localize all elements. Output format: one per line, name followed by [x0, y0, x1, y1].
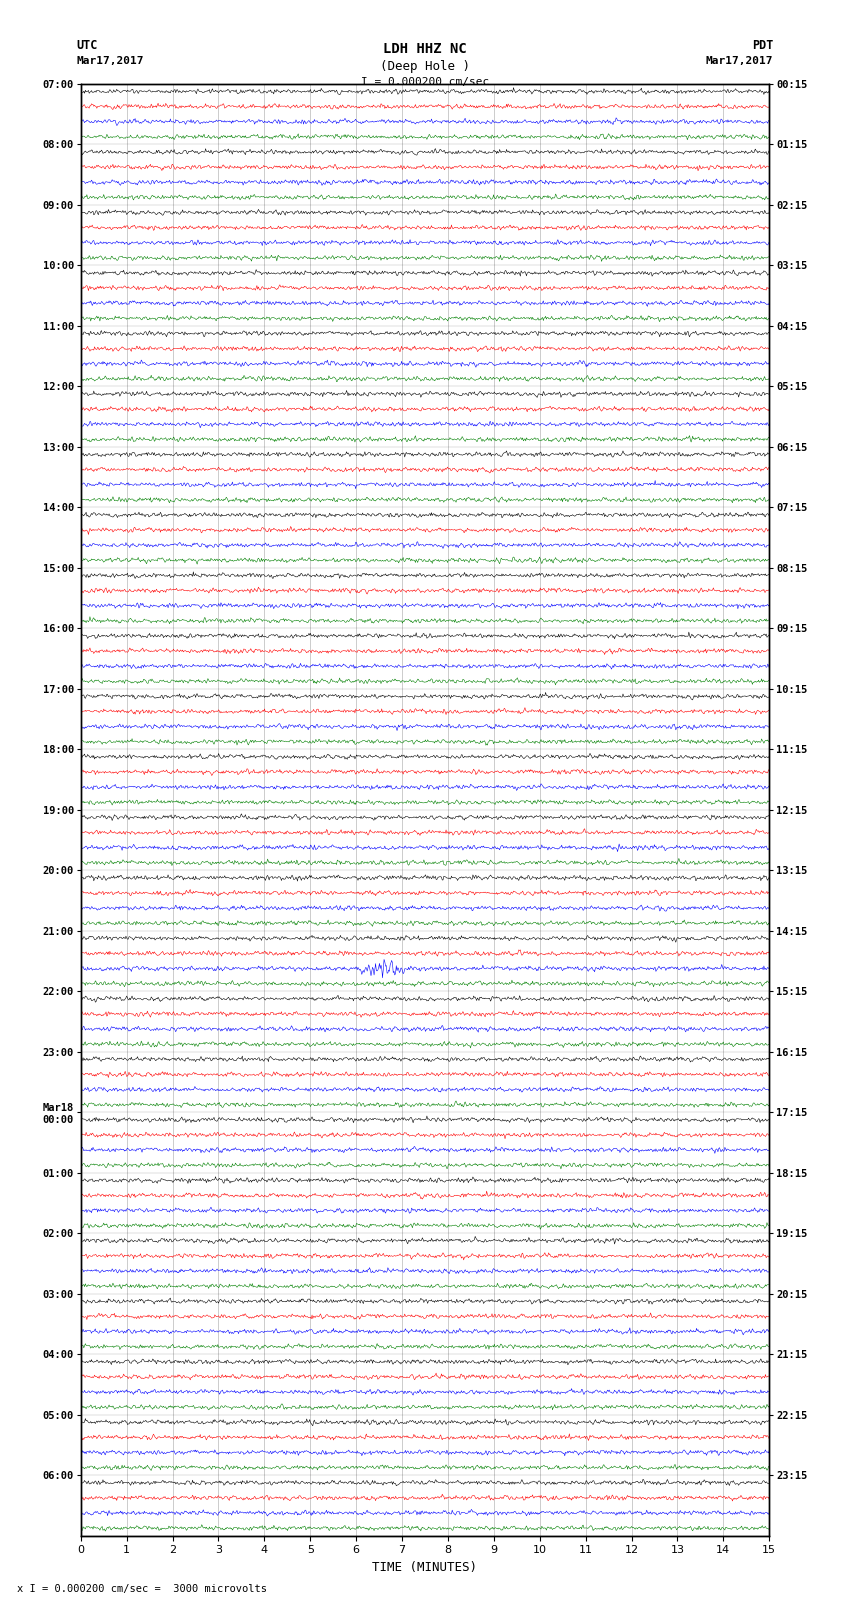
- Text: I = 0.000200 cm/sec: I = 0.000200 cm/sec: [361, 77, 489, 87]
- Text: PDT: PDT: [752, 39, 774, 52]
- Text: LDH HHZ NC: LDH HHZ NC: [383, 42, 467, 56]
- Text: x I = 0.000200 cm/sec =  3000 microvolts: x I = 0.000200 cm/sec = 3000 microvolts: [17, 1584, 267, 1594]
- Text: UTC: UTC: [76, 39, 98, 52]
- Text: Mar17,2017: Mar17,2017: [706, 56, 774, 66]
- Text: (Deep Hole ): (Deep Hole ): [380, 60, 470, 73]
- X-axis label: TIME (MINUTES): TIME (MINUTES): [372, 1561, 478, 1574]
- Text: Mar17,2017: Mar17,2017: [76, 56, 144, 66]
